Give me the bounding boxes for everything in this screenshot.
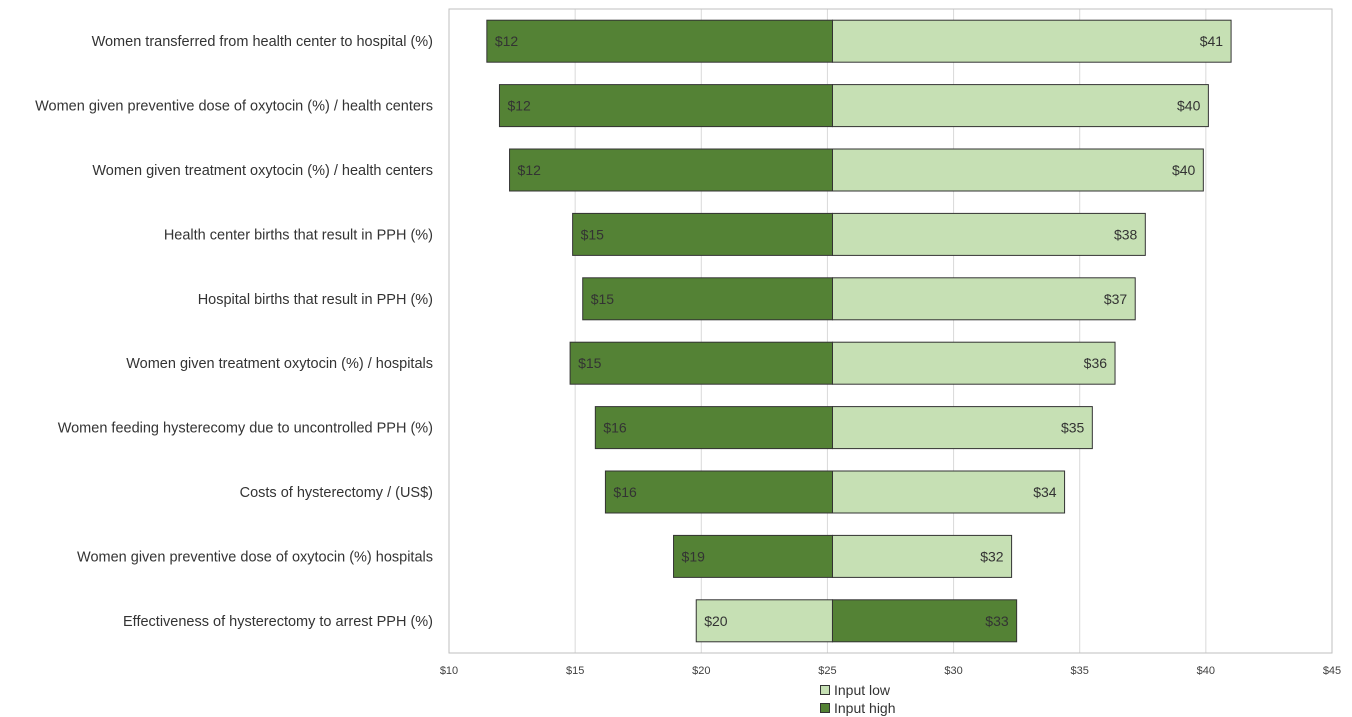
data-label: $19 bbox=[682, 548, 706, 564]
data-label: $15 bbox=[578, 355, 602, 371]
row-label: Effectiveness of hysterectomy to arrest … bbox=[123, 614, 433, 630]
bar-input-low bbox=[831, 470, 1066, 514]
x-tick-label: $35 bbox=[1071, 665, 1089, 677]
data-label: $36 bbox=[1084, 355, 1108, 371]
bar-input-high bbox=[572, 212, 833, 256]
plot-area-frame bbox=[448, 8, 1333, 654]
data-label: $16 bbox=[613, 484, 637, 500]
x-tick-label: $25 bbox=[818, 665, 836, 677]
bar-input-high bbox=[509, 148, 833, 192]
bar-input-high bbox=[594, 406, 833, 450]
data-label: $38 bbox=[1114, 226, 1138, 242]
bar-input-low bbox=[831, 341, 1116, 385]
legend-swatch-input-high bbox=[820, 703, 830, 713]
legend-label-input-low: Input low bbox=[834, 682, 891, 698]
bar-input-high bbox=[673, 534, 833, 578]
row-label: Hospital births that result in PPH (%) bbox=[198, 292, 433, 308]
bar-input-low bbox=[831, 212, 1146, 256]
data-label: $34 bbox=[1033, 484, 1057, 500]
x-axis-tick-labels: $10 $15 $20 $25 $30 $35 $40 $45 bbox=[440, 665, 1341, 677]
x-tick-label: $30 bbox=[944, 665, 962, 677]
row-label: Women given treatment oxytocin (%) / hea… bbox=[92, 163, 433, 179]
bar-input-high bbox=[486, 19, 833, 63]
data-label: $35 bbox=[1061, 420, 1085, 436]
legend-label-input-high: Input high bbox=[834, 700, 896, 716]
legend-item-input-high: Input high bbox=[820, 699, 896, 717]
data-label: $33 bbox=[985, 613, 1009, 629]
data-label: $37 bbox=[1104, 291, 1128, 307]
row-label: Women transferred from health center to … bbox=[92, 34, 433, 50]
bar-input-high bbox=[498, 84, 833, 128]
legend-swatch-input-low bbox=[820, 685, 830, 695]
data-label: $15 bbox=[581, 226, 605, 242]
row-label: Women given preventive dose of oxytocin … bbox=[35, 99, 433, 115]
bar-input-low bbox=[831, 19, 1232, 63]
legend: Input low Input high bbox=[820, 681, 896, 717]
row-label: Women feeding hysterecomy due to uncontr… bbox=[58, 421, 433, 437]
x-tick-label: $10 bbox=[440, 665, 458, 677]
row-label: Women given treatment oxytocin (%) / hos… bbox=[126, 356, 433, 372]
bars: $41 $12 $40 $12 $40 $12 $38 $15 $37 $15 $36 $15 $35 $… bbox=[486, 19, 1232, 643]
x-tick-label: $20 bbox=[692, 665, 710, 677]
data-label: $40 bbox=[1177, 98, 1201, 114]
bar-input-low bbox=[831, 148, 1204, 192]
data-label: $12 bbox=[495, 33, 519, 49]
data-label: $20 bbox=[704, 613, 728, 629]
bar-input-high bbox=[831, 599, 1018, 643]
row-label: Health center births that result in PPH … bbox=[164, 227, 433, 243]
data-label: $32 bbox=[980, 548, 1004, 564]
legend-item-input-low: Input low bbox=[820, 681, 896, 699]
data-label: $41 bbox=[1200, 33, 1224, 49]
row-labels: Women transferred from health center to … bbox=[35, 34, 433, 630]
x-tick-label: $45 bbox=[1323, 665, 1341, 677]
data-label: $12 bbox=[518, 162, 542, 178]
x-tick-label: $40 bbox=[1197, 665, 1215, 677]
bar-input-low bbox=[831, 277, 1136, 321]
data-label: $16 bbox=[603, 420, 627, 436]
bar-input-high bbox=[604, 470, 833, 514]
bar-input-low bbox=[831, 406, 1093, 450]
x-tick-label: $15 bbox=[566, 665, 584, 677]
bar-input-low bbox=[831, 84, 1209, 128]
bar-input-high bbox=[569, 341, 833, 385]
data-label: $40 bbox=[1172, 162, 1196, 178]
data-label: $12 bbox=[507, 98, 531, 114]
bar-input-high bbox=[582, 277, 833, 321]
row-label: Costs of hysterectomy / (US$) bbox=[240, 485, 433, 501]
row-label: Women given preventive dose of oxytocin … bbox=[77, 549, 433, 565]
data-label: $15 bbox=[591, 291, 615, 307]
